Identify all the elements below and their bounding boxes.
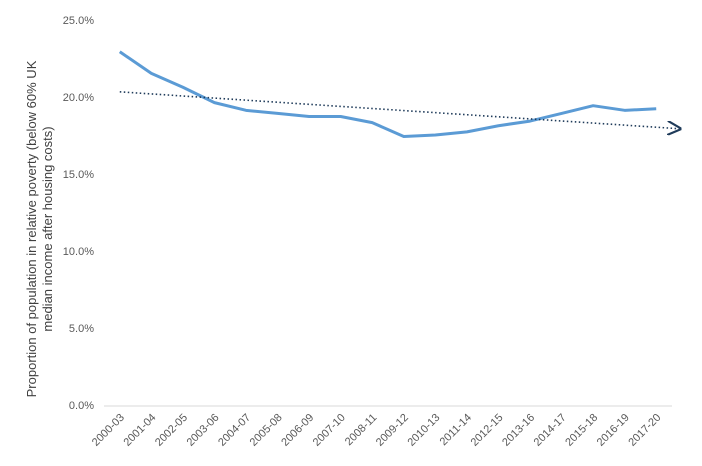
x-tick-label: 2006-09	[279, 412, 316, 449]
y-tick-label: 0.0%	[69, 400, 94, 412]
line-series	[118, 50, 657, 138]
y-tick-label: 10.0%	[63, 246, 94, 258]
x-tick-label: 2005-08	[248, 412, 285, 449]
x-tick-label: 2003-06	[185, 412, 222, 449]
x-tick-label: 2001-04	[121, 412, 158, 449]
x-tick-label: 2009-12	[374, 412, 411, 449]
x-tick-label: 2010-13	[405, 412, 442, 449]
x-tick-label: 2004-07	[216, 412, 253, 449]
x-tick-label: 2008-11	[343, 412, 379, 448]
y-tick-label: 20.0%	[63, 92, 94, 104]
x-tick-label: 2013-16	[500, 412, 537, 449]
x-tick-label: 2002-05	[153, 412, 190, 449]
x-tick-label: 2016-19	[595, 412, 632, 449]
x-tick-label: 2007-10	[311, 412, 348, 449]
y-tick-label: 15.0%	[63, 169, 94, 181]
x-tick-label: 2015-18	[563, 412, 600, 449]
y-tick-label: 25.0%	[63, 15, 94, 27]
y-tick-label: 5.0%	[69, 323, 94, 335]
x-tick-label: 2000-03	[90, 412, 127, 449]
y-axis-label: Proportion of population in relative pov…	[24, 60, 55, 398]
x-tick-label: 2014-17	[532, 412, 569, 449]
trendline	[119, 91, 680, 129]
x-tick-label: 2011-14	[438, 412, 474, 448]
x-tick-label: 2012-15	[469, 412, 506, 449]
x-tick-label: 2017-20	[626, 412, 663, 449]
